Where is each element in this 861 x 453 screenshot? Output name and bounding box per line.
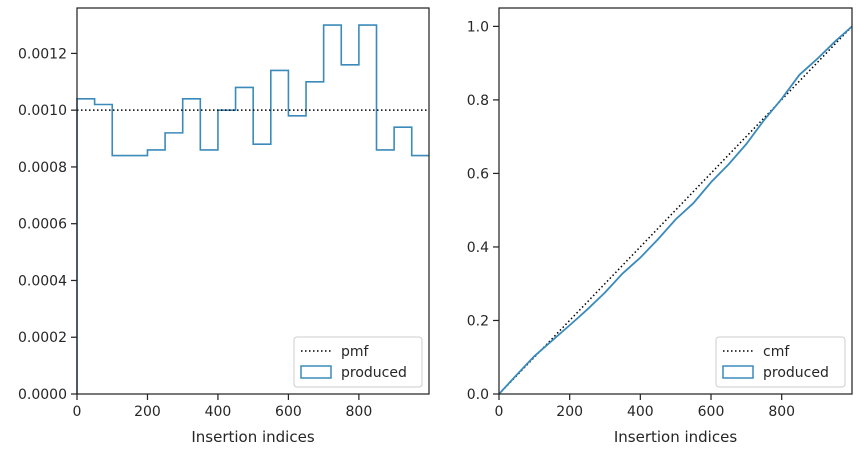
pmf-y-tick-label: 0.0012 bbox=[18, 46, 67, 62]
pmf-x-tick-label: 600 bbox=[275, 404, 302, 420]
pmf-x-tick-label: 800 bbox=[346, 404, 373, 420]
cmf-y-tick-label: 1.0 bbox=[467, 19, 489, 35]
pmf-x-tick-label: 0 bbox=[73, 404, 82, 420]
cmf-ticks: 0 200 400 600 800 0.0 0.2 0.4 0.6 0.8 1.0 bbox=[467, 19, 795, 420]
cmf-legend: cmf produced bbox=[715, 336, 846, 388]
pmf-legend: pmf produced bbox=[293, 336, 423, 388]
cmf-axes-frame bbox=[498, 7, 853, 395]
pmf-legend-box bbox=[293, 336, 423, 388]
pmf-legend-produced-swatch bbox=[300, 365, 332, 379]
cmf-y-tick-label: 0.6 bbox=[467, 166, 489, 182]
cmf-x-tick-label: 200 bbox=[556, 404, 583, 420]
cmf-legend-produced-label: produced bbox=[763, 365, 829, 381]
pmf-legend-produced-label: produced bbox=[341, 365, 407, 381]
cmf-legend-produced-swatch bbox=[722, 365, 754, 379]
pmf-histogram-panel: 0 200 400 600 800 0.0000 0.0002 0.0004 0.0006 0.0… bbox=[18, 7, 430, 446]
pmf-y-tick-label: 0.0004 bbox=[18, 273, 67, 289]
pmf-x-tick-label: 200 bbox=[134, 404, 161, 420]
cmf-y-tick-label: 0.8 bbox=[467, 93, 489, 109]
pmf-y-tick-label: 0.0010 bbox=[18, 103, 67, 119]
cmf-x-tick-label: 600 bbox=[698, 404, 725, 420]
pmf-produced-step-line bbox=[76, 24, 429, 394]
cmf-x-tick-label: 0 bbox=[495, 404, 504, 420]
cmf-reference-line bbox=[498, 25, 853, 395]
cmf-y-tick-label: 0.4 bbox=[467, 240, 489, 256]
cmf-y-tick-label: 0.2 bbox=[467, 313, 489, 329]
pmf-histogram-marks bbox=[76, 24, 429, 394]
pmf-y-tick-label: 0.0002 bbox=[18, 330, 67, 346]
pmf-legend-reference-label: pmf bbox=[341, 344, 370, 360]
cmf-marks bbox=[498, 25, 853, 395]
cmf-panel: 0 200 400 600 800 0.0 0.2 0.4 0.6 0.8 1.0 Insertio… bbox=[467, 7, 853, 446]
pmf-axes-frame bbox=[76, 7, 430, 395]
cmf-x-tick-label: 800 bbox=[768, 404, 795, 420]
pmf-y-tick-label: 0.0000 bbox=[18, 387, 67, 403]
cmf-legend-box bbox=[715, 336, 846, 388]
pmf-ticks: 0 200 400 600 800 0.0000 0.0002 0.0004 0.0006 0.0… bbox=[18, 46, 372, 420]
cmf-y-tick-label: 0.0 bbox=[467, 387, 489, 403]
pmf-y-tick-label: 0.0008 bbox=[18, 160, 67, 176]
cmf-legend-reference-label: cmf bbox=[763, 344, 790, 360]
pmf-x-tick-label: 400 bbox=[205, 404, 232, 420]
cmf-x-axis-label: Insertion indices bbox=[614, 428, 737, 446]
pmf-x-axis-label: Insertion indices bbox=[191, 428, 314, 446]
pmf-y-tick-label: 0.0006 bbox=[18, 217, 67, 233]
cmf-produced-line bbox=[498, 25, 853, 395]
cmf-x-tick-label: 400 bbox=[627, 404, 654, 420]
